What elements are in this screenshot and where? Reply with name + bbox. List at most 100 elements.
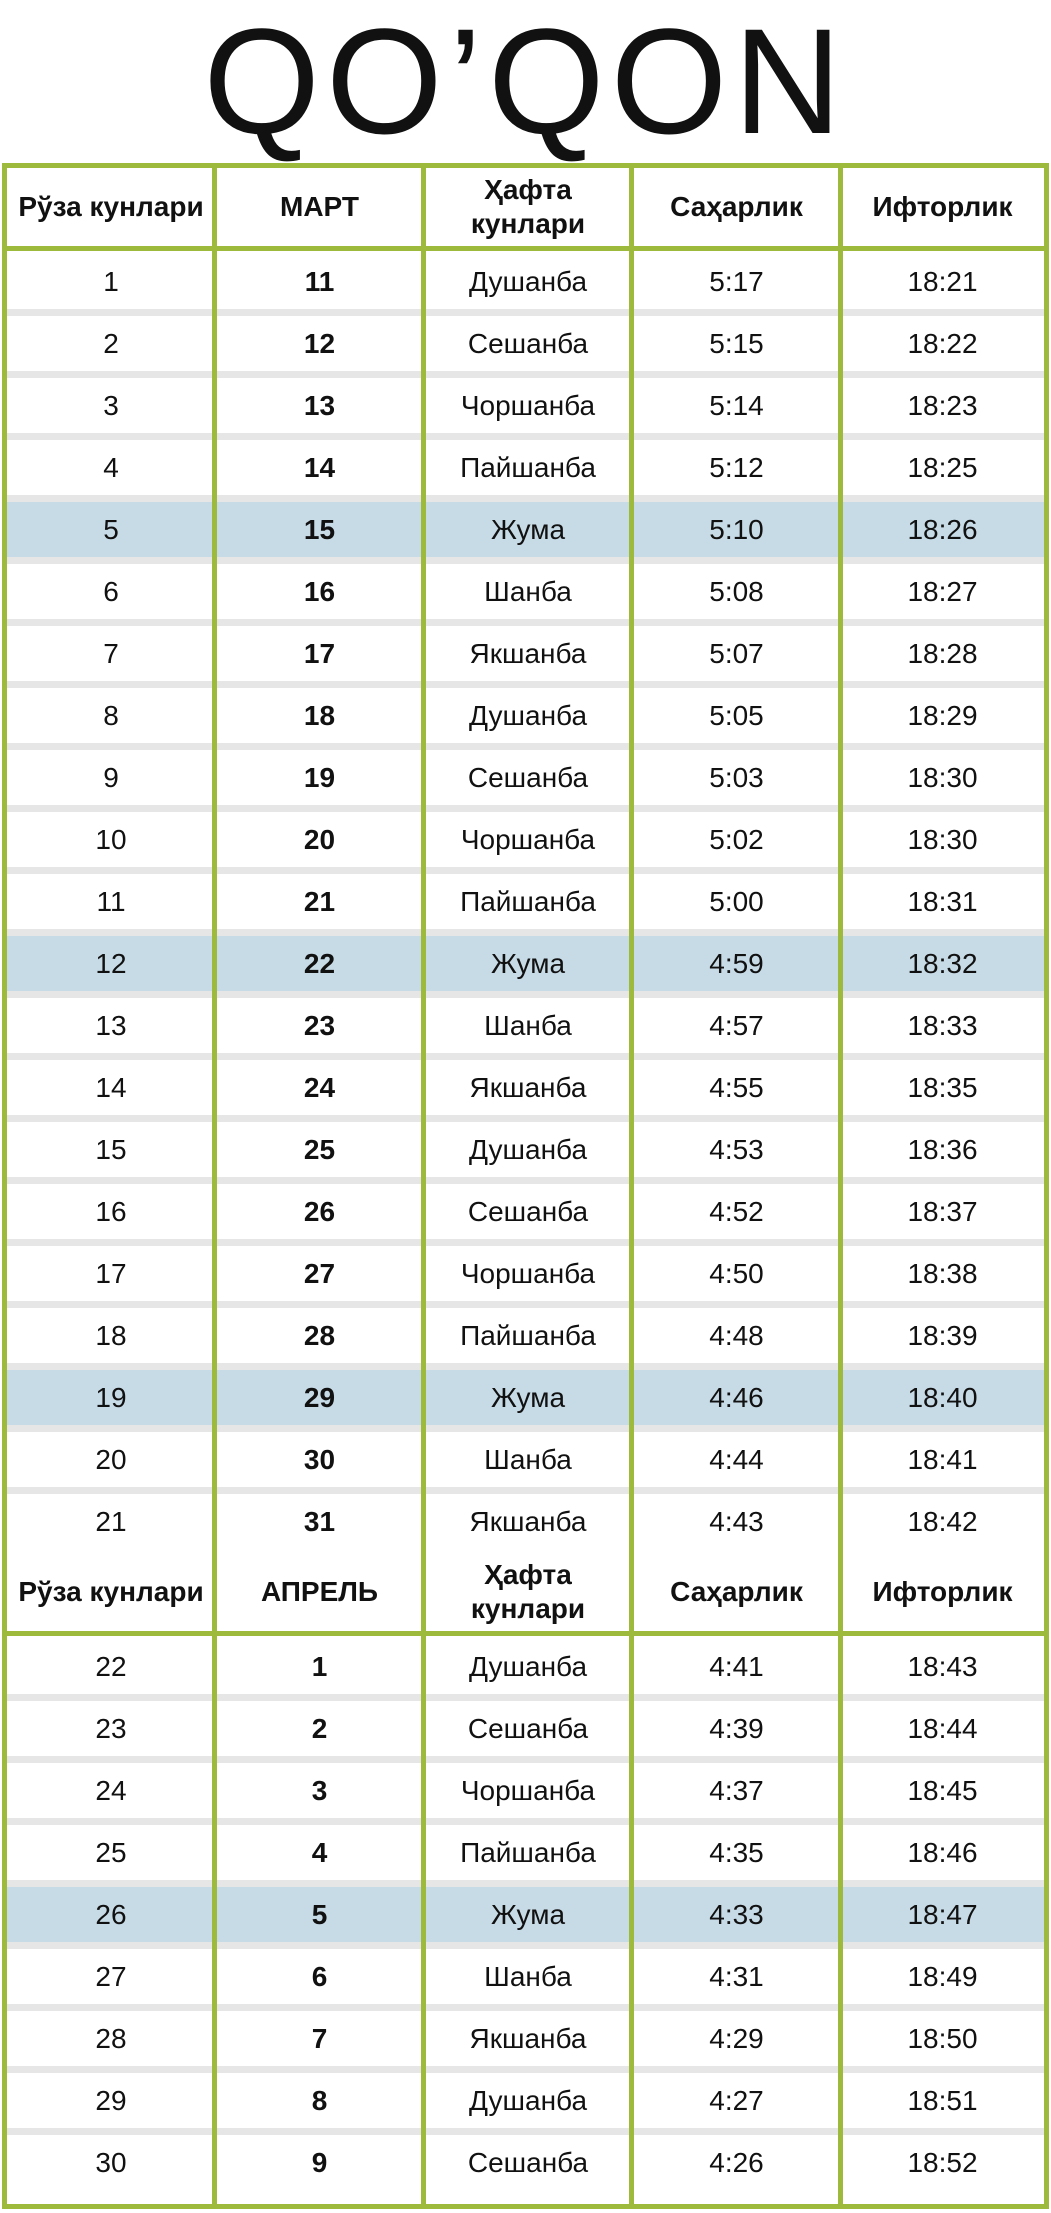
- row-divider: [7, 619, 1044, 626]
- date-cell: 26: [303, 1196, 336, 1227]
- weekday-cell: Душанба: [468, 266, 588, 297]
- fast-day-cell: 24: [95, 1775, 127, 1806]
- weekday-cell: Жума: [424, 1370, 632, 1426]
- row-divider: [7, 1756, 1044, 1763]
- sahar-cell: 4:57: [709, 1010, 764, 1041]
- sahar-cell: 4:27: [709, 2085, 764, 2116]
- weekday-cell: Чоршанба: [460, 824, 596, 855]
- row-divider: [7, 743, 1044, 750]
- weekday-cell: Пайшанба: [460, 452, 596, 483]
- date-cell: 21: [303, 886, 336, 917]
- fast-day-cell: 22: [95, 1651, 127, 1682]
- weekday-cell: Чоршанба: [460, 1775, 596, 1806]
- sahar-cell: 4:48: [709, 1320, 764, 1351]
- iftor-cell: 18:30: [907, 762, 978, 793]
- iftor-cell: 18:39: [907, 1320, 978, 1351]
- fast-day-cell: 8: [103, 700, 119, 731]
- sahar-cell: 4:44: [709, 1444, 764, 1475]
- table-row: 14 24 Якшанба 4:55 18:35: [7, 1060, 1044, 1116]
- date-cell: 3: [311, 1775, 328, 1806]
- sahar-cell: 4:46: [632, 1370, 841, 1426]
- table-row: 30 9 Сешанба 4:26 18:52: [7, 2135, 1044, 2191]
- iftor-cell: 18:36: [907, 1134, 978, 1165]
- row-divider: [7, 1880, 1044, 1887]
- iftor-cell: 18:22: [907, 328, 978, 359]
- sahar-cell: 4:26: [709, 2147, 764, 2178]
- weekday-cell: Сешанба: [467, 1713, 589, 1744]
- row-divider: [7, 309, 1044, 316]
- iftor-cell: 18:47: [841, 1887, 1044, 1943]
- date-cell: 22: [215, 936, 424, 992]
- row-divider: [7, 867, 1044, 874]
- iftor-cell: 18:40: [841, 1370, 1044, 1426]
- iftor-cell: 18:43: [907, 1651, 978, 1682]
- fast-day-cell: 6: [103, 576, 119, 607]
- weekday-cell: Пайшанба: [460, 1837, 596, 1868]
- sahar-cell: 4:33: [632, 1887, 841, 1943]
- row-divider: [7, 1487, 1044, 1494]
- date-cell: 2: [311, 1713, 328, 1744]
- weekday-cell: Шанба: [484, 576, 572, 607]
- sahar-cell: 5:12: [709, 452, 764, 483]
- row-divider: [7, 1818, 1044, 1825]
- sahar-cell: 5:15: [709, 328, 764, 359]
- table-row: 26 5 Жума 4:33 18:47: [7, 1887, 1044, 1943]
- sahar-cell: 4:29: [709, 2023, 764, 2054]
- sahar-cell: 4:59: [632, 936, 841, 992]
- iftor-cell: 18:23: [907, 390, 978, 421]
- fast-day-cell: 9: [103, 762, 119, 793]
- table-row: 24 3 Чоршанба 4:37 18:45: [7, 1763, 1044, 1819]
- row-divider: [7, 1694, 1044, 1701]
- iftor-cell: 18:51: [907, 2085, 978, 2116]
- fast-day-cell: 25: [95, 1837, 127, 1868]
- date-cell: 1: [311, 1651, 328, 1682]
- date-cell: 16: [303, 576, 336, 607]
- weekday-cell: Шанба: [484, 1961, 572, 1992]
- column-header: Рўза кунлари: [18, 191, 204, 222]
- date-cell: 13: [303, 390, 336, 421]
- table-row: 20 30 Шанба 4:44 18:41: [7, 1432, 1044, 1488]
- sahar-cell: 5:00: [709, 886, 764, 917]
- fast-day-cell: 30: [95, 2147, 127, 2178]
- row-divider: [7, 2128, 1044, 2135]
- april-header-row: Рўза кунлари АПРЕЛЬ Ҳафта кунлари Саҳарлик И…: [7, 1553, 1044, 1631]
- date-cell: 30: [303, 1444, 336, 1475]
- sahar-cell: 4:52: [709, 1196, 764, 1227]
- table-row: 10 20 Чоршанба 5:02 18:30: [7, 812, 1044, 868]
- weekday-cell: Душанба: [468, 1651, 588, 1682]
- weekday-cell: Шанба: [484, 1010, 572, 1041]
- weekday-cell: Жума: [424, 1887, 632, 1943]
- row-divider: [7, 371, 1044, 378]
- date-cell: 15: [215, 502, 424, 558]
- iftor-cell: 18:21: [907, 266, 978, 297]
- table-row: 18 28 Пайшанба 4:48 18:39: [7, 1308, 1044, 1364]
- row-divider: [7, 2004, 1044, 2011]
- table-row: 3 13 Чоршанба 5:14 18:23: [7, 378, 1044, 434]
- fast-day-cell: 14: [95, 1072, 127, 1103]
- fast-day-cell: 15: [95, 1134, 127, 1165]
- table-row: 17 27 Чоршанба 4:50 18:38: [7, 1246, 1044, 1302]
- iftor-cell: 18:52: [907, 2147, 978, 2178]
- table-row: 28 7 Якшанба 4:29 18:50: [7, 2011, 1044, 2067]
- date-cell: 12: [303, 328, 336, 359]
- row-divider: [7, 495, 1044, 502]
- date-cell: 5: [215, 1887, 424, 1943]
- fast-day-cell: 20: [95, 1444, 127, 1475]
- column-header: Рўза кунлари: [18, 1576, 204, 1607]
- iftor-cell: 18:37: [907, 1196, 978, 1227]
- column-header: Ҳафта кунлари: [470, 1559, 586, 1624]
- date-cell: 31: [303, 1506, 336, 1537]
- weekday-cell: Жума: [424, 936, 632, 992]
- row-divider: [7, 991, 1044, 998]
- page-title: QO’QON: [203, 0, 848, 165]
- date-cell: 20: [303, 824, 336, 855]
- sahar-cell: 5:17: [709, 266, 764, 297]
- date-cell: 4: [311, 1837, 328, 1868]
- sahar-cell: 4:41: [709, 1651, 764, 1682]
- column-header: Саҳарлик: [670, 1576, 803, 1607]
- weekday-cell: Якшанба: [469, 2023, 587, 2054]
- fast-day-cell: 21: [95, 1506, 127, 1537]
- sahar-cell: 4:43: [709, 1506, 764, 1537]
- table-row: 6 16 Шанба 5:08 18:27: [7, 564, 1044, 620]
- row-divider: [7, 1301, 1044, 1308]
